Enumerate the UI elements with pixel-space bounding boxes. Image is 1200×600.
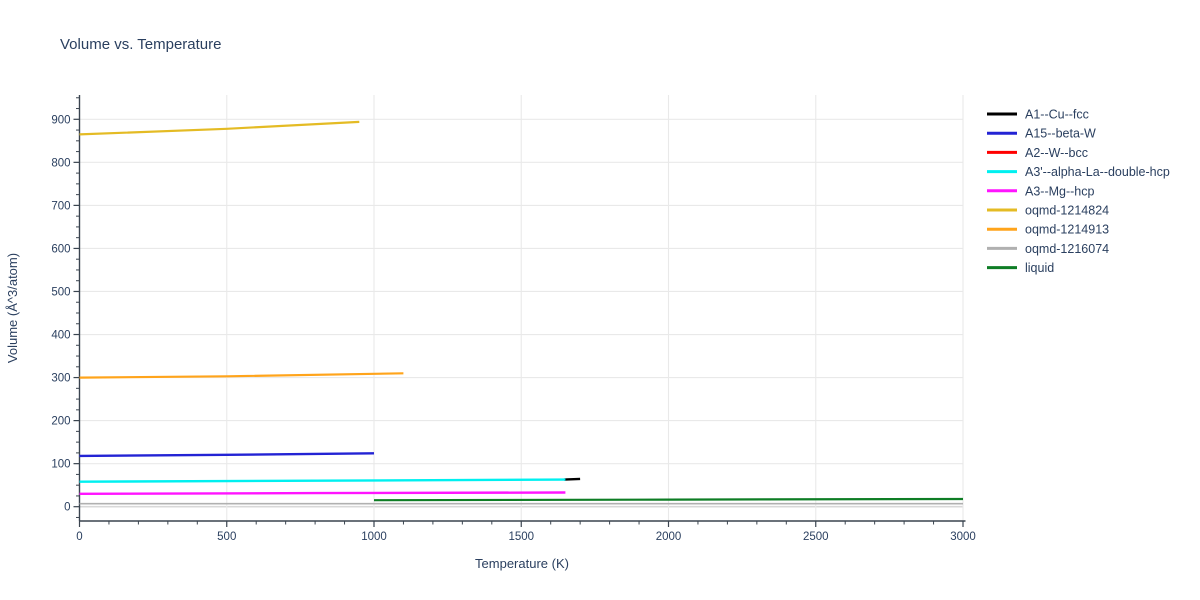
series-line-oqmd-1214824 [79, 120, 360, 136]
x-tick-label: 0 [76, 531, 82, 543]
legend-item-label: oqmd-1214913 [1025, 223, 1109, 237]
legend-item-a3-alpha-la-double-hcp[interactable]: A3'--alpha-La--double-hcp [987, 165, 1170, 179]
y-tick-label: 300 [51, 373, 70, 385]
series-line-oqmd-1214913 [79, 372, 404, 379]
series-line-a3-alpha-la-double-hcp [79, 478, 566, 483]
legend-item-a2-w-bcc[interactable]: A2--W--bcc [987, 146, 1088, 160]
legend-item-label: A1--Cu--fcc [1025, 108, 1089, 122]
legend-item-liquid[interactable]: liquid [987, 261, 1054, 275]
x-tick-label: 3000 [950, 531, 976, 543]
legend: A1--Cu--fcc A15--beta-W A2--W--bcc A3'--alp… [987, 108, 1170, 275]
legend-item-oqmd-1216074[interactable]: oqmd-1216074 [987, 242, 1109, 256]
chart-title: Volume vs. Temperature [60, 36, 221, 53]
x-tick-label: 2000 [656, 531, 682, 543]
y-tick-label: 0 [64, 502, 70, 514]
legend-item-label: A3--Mg--hcp [1025, 184, 1095, 198]
legend-item-oqmd-1214913[interactable]: oqmd-1214913 [987, 223, 1109, 237]
x-tick-label: 1000 [361, 531, 387, 543]
y-tick-label: 600 [51, 243, 70, 255]
series-line-liquid [373, 497, 964, 502]
y-tick-label: 400 [51, 330, 70, 342]
y-axis-title: Volume (Å^3/atom) [5, 253, 20, 363]
y-tick-label: 900 [51, 114, 70, 126]
legend-item-label: A15--beta-W [1025, 127, 1096, 141]
y-tick-label: 100 [51, 459, 70, 471]
gridlines [79, 95, 964, 521]
legend-item-label: A2--W--bcc [1025, 146, 1088, 160]
series-line-a1-cu-fcc [563, 477, 581, 481]
series-line-a15-beta-w [79, 452, 375, 458]
x-tick-label: 1500 [508, 531, 534, 543]
axes: 0 100 200 300 400 500 600 700 800 900 0 500 1000 1500… [51, 95, 976, 543]
legend-item-a15-beta-w[interactable]: A15--beta-W [987, 127, 1096, 141]
series-lines [79, 120, 964, 505]
legend-item-a3-mg-hcp[interactable]: A3--Mg--hcp [987, 184, 1095, 198]
legend-item-label: A3'--alpha-La--double-hcp [1025, 165, 1170, 179]
series-line-a3-mg-hcp [79, 491, 566, 495]
legend-item-label: oqmd-1214824 [1025, 204, 1109, 218]
legend-item-oqmd-1214824[interactable]: oqmd-1214824 [987, 204, 1109, 218]
y-tick-label: 200 [51, 416, 70, 428]
legend-item-label: liquid [1025, 261, 1054, 275]
legend-item-label: oqmd-1216074 [1025, 242, 1109, 256]
legend-item-a1-cu-fcc[interactable]: A1--Cu--fcc [987, 108, 1089, 122]
x-tick-label: 500 [217, 531, 236, 543]
y-tick-label: 500 [51, 286, 70, 298]
x-axis-title: Temperature (K) [475, 556, 569, 571]
y-tick-label: 800 [51, 157, 70, 169]
y-tick-label: 700 [51, 200, 70, 212]
x-tick-label: 2500 [803, 531, 829, 543]
